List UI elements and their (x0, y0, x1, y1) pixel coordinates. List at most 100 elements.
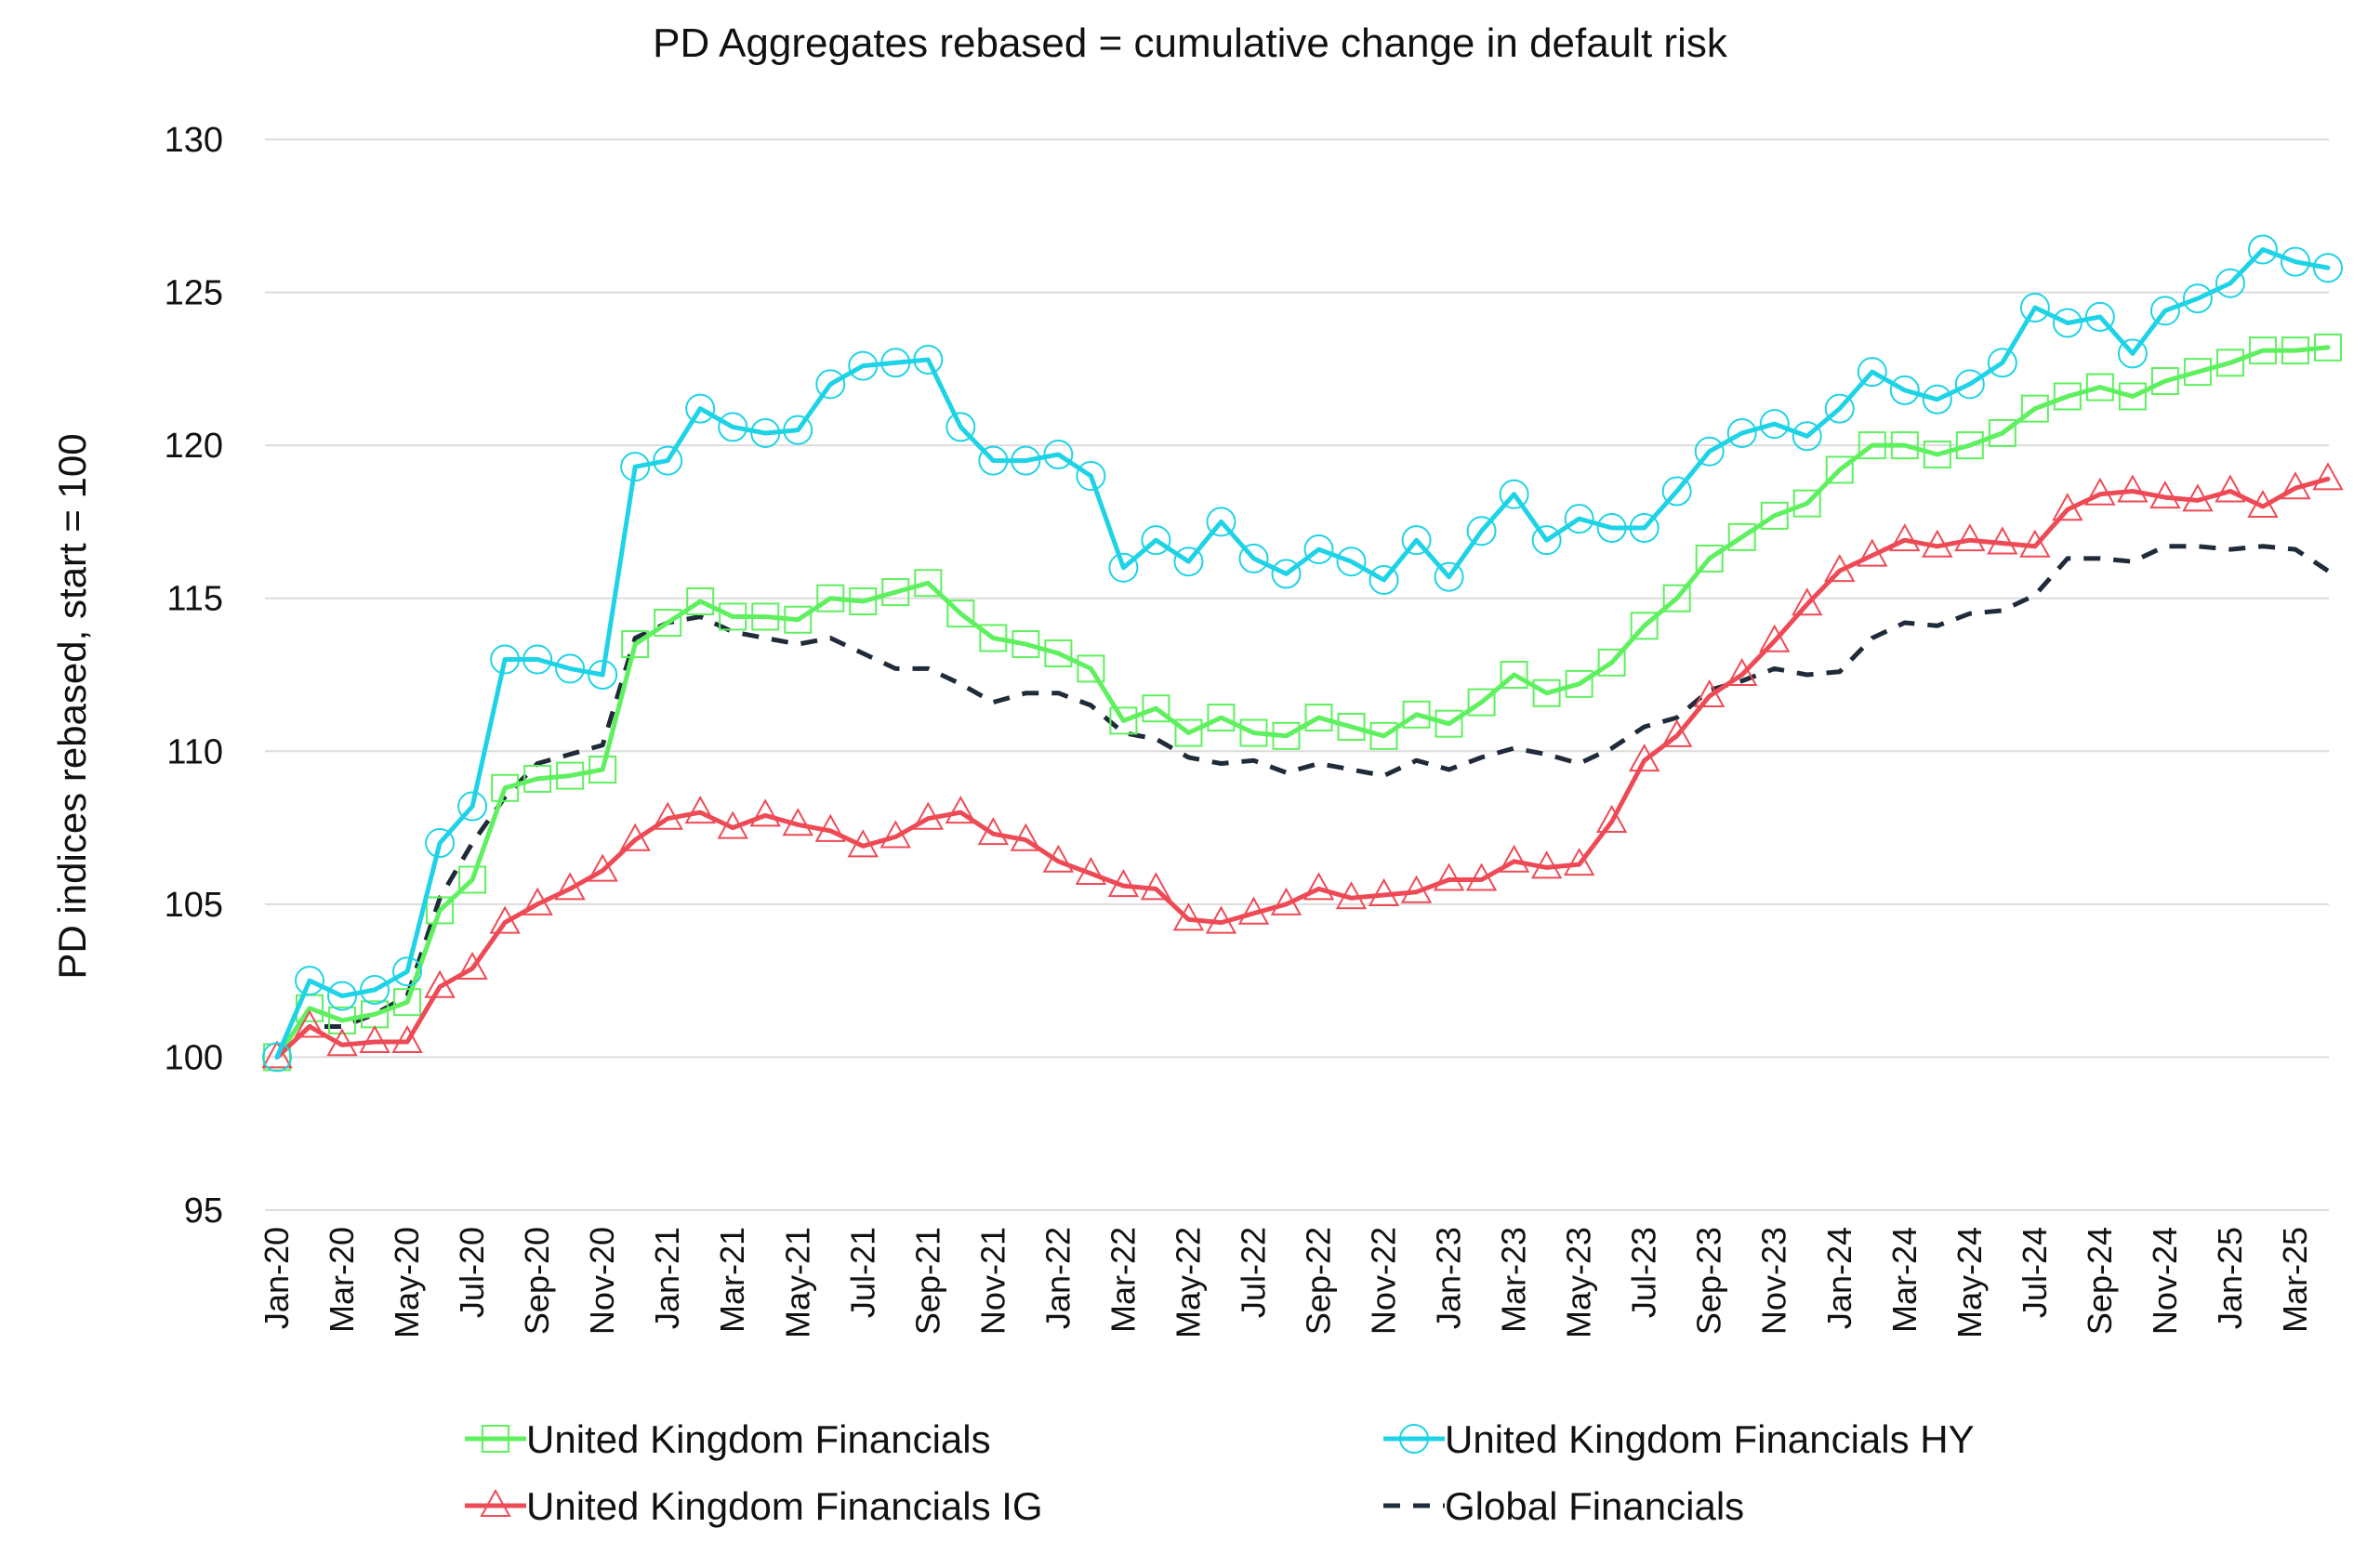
x-tick-label: Nov-23 (1755, 1227, 1793, 1335)
data-point-united-kingdom-financials-hy (295, 966, 325, 996)
data-point-united-kingdom-financials-ig (684, 796, 716, 824)
data-point-united-kingdom-financials-ig (1922, 529, 1953, 558)
data-point-united-kingdom-financials (2118, 382, 2147, 411)
data-point-united-kingdom-financials-ig (1857, 538, 1888, 567)
data-point-united-kingdom-financials-hy (815, 369, 846, 400)
data-point-united-kingdom-financials-ig (1465, 863, 1498, 891)
data-point-united-kingdom-financials (914, 569, 943, 598)
data-point-united-kingdom-financials-ig (1889, 523, 1921, 552)
data-point-united-kingdom-financials (1727, 522, 1756, 551)
data-point-united-kingdom-financials-hy (1368, 564, 1399, 595)
data-point-united-kingdom-financials-hy (783, 415, 813, 445)
data-point-united-kingdom-financials (1695, 544, 1724, 573)
data-point-united-kingdom-financials (1369, 721, 1398, 750)
series-line-united-kingdom-financials (274, 345, 2331, 1060)
data-point-united-kingdom-financials (426, 896, 455, 925)
data-point-united-kingdom-financials-hy (262, 1042, 292, 1073)
data-point-united-kingdom-financials-hy (1889, 375, 1920, 405)
data-point-united-kingdom-financials-ig (1759, 624, 1791, 652)
y-tick-label: 125 (165, 274, 223, 313)
series-united-kingdom-financials-hy (262, 234, 2343, 1073)
x-tick-label: Nov-22 (1365, 1227, 1403, 1335)
legend-label: United Kingdom Financials (526, 1417, 991, 1461)
data-point-united-kingdom-financials (881, 578, 910, 607)
data-point-united-kingdom-financials-hy (1499, 479, 1529, 509)
data-point-united-kingdom-financials-hy (1141, 525, 1171, 556)
y-axis-ticks: 95 100 105 110 115 120 125 130 (165, 121, 223, 1231)
data-point-united-kingdom-financials-hy (457, 791, 488, 822)
data-point-united-kingdom-financials-hy (1401, 525, 1432, 556)
data-point-united-kingdom-financials-ig (424, 969, 456, 998)
data-point-united-kingdom-financials-hy (880, 348, 911, 378)
data-point-united-kingdom-financials-hy (978, 445, 1009, 476)
series-line-global-financials (275, 544, 2330, 1060)
data-point-united-kingdom-financials-ig (1107, 869, 1140, 898)
data-point-united-kingdom-financials (1630, 612, 1659, 640)
data-point-united-kingdom-financials (719, 602, 747, 631)
legend-label: United Kingdom Financials IG (526, 1484, 1043, 1528)
x-tick-label: Sep-22 (1300, 1227, 1338, 1335)
data-point-united-kingdom-financials-hy (1857, 357, 1887, 388)
data-point-united-kingdom-financials (1858, 431, 1886, 460)
data-point-united-kingdom-financials-ig (2247, 489, 2279, 518)
data-point-united-kingdom-financials (2314, 333, 2342, 362)
y-tick-label: 120 (165, 427, 223, 466)
data-point-united-kingdom-financials-ig (587, 853, 618, 882)
data-point-united-kingdom-financials-ig (1824, 554, 1856, 583)
data-point-united-kingdom-financials (2053, 382, 2082, 411)
data-point-united-kingdom-financials-ig (1628, 744, 1660, 772)
legend-label: United Kingdom Financials HY (1445, 1417, 1975, 1461)
y-tick-label: 95 (184, 1192, 223, 1231)
series-lines (261, 234, 2344, 1073)
data-point-united-kingdom-financials (1174, 718, 1203, 747)
data-point-united-kingdom-financials-ig (879, 820, 912, 849)
data-point-united-kingdom-financials (1825, 455, 1854, 484)
legend-item: Global Financials (1383, 1484, 1744, 1528)
data-point-united-kingdom-financials-ig (1563, 848, 1595, 876)
x-tick-label: Mar-22 (1104, 1227, 1142, 1333)
data-point-united-kingdom-financials (979, 624, 1008, 652)
data-point-united-kingdom-financials (588, 756, 617, 784)
data-point-united-kingdom-financials-ig (847, 829, 879, 858)
data-point-united-kingdom-financials (621, 630, 650, 659)
legend-marker (1399, 1424, 1429, 1454)
data-point-united-kingdom-financials-hy (1824, 393, 1855, 424)
data-point-united-kingdom-financials-ig (2019, 529, 2051, 558)
x-tick-label: Jul-21 (843, 1227, 881, 1318)
x-tick-label: Jul-24 (2016, 1227, 2054, 1318)
data-point-united-kingdom-financials-hy (1271, 559, 1302, 589)
data-point-united-kingdom-financials-hy (522, 644, 553, 675)
data-point-united-kingdom-financials-hy (2182, 283, 2213, 314)
x-tick-label: Jan-24 (1820, 1227, 1858, 1329)
data-point-united-kingdom-financials-hy (1076, 461, 1106, 492)
data-point-united-kingdom-financials (1565, 669, 1593, 698)
y-tick-label: 100 (165, 1038, 223, 1077)
data-point-united-kingdom-financials-ig (1075, 856, 1107, 885)
data-point-united-kingdom-financials-ig (814, 813, 846, 842)
data-point-united-kingdom-financials (751, 602, 780, 631)
data-point-united-kingdom-financials (2020, 394, 2049, 423)
data-point-united-kingdom-financials-hy (392, 956, 423, 987)
data-point-united-kingdom-financials-hy (2117, 338, 2148, 369)
x-tick-label: Mar-21 (713, 1227, 751, 1333)
data-point-united-kingdom-financials-hy (1466, 516, 1497, 547)
data-point-united-kingdom-financials (1500, 661, 1528, 689)
x-tick-label: May-21 (778, 1227, 816, 1338)
data-point-united-kingdom-financials-ig (1010, 823, 1042, 851)
data-point-united-kingdom-financials (2183, 358, 2212, 387)
data-point-united-kingdom-financials-ig (1335, 881, 1368, 910)
data-point-united-kingdom-financials-ig (1987, 526, 2018, 555)
y-tick-label: 130 (165, 121, 223, 160)
data-point-united-kingdom-financials-hy (1726, 417, 1757, 448)
data-point-united-kingdom-financials-hy (1629, 513, 1659, 544)
data-point-united-kingdom-financials-hy (685, 393, 716, 424)
data-point-united-kingdom-financials (849, 587, 878, 616)
x-axis-ticks: Jan-20 Mar-20 May-20 Jul-20 Sep-20 Nov-20 Jan-… (258, 1227, 2314, 1338)
data-point-united-kingdom-financials-hy (1954, 369, 1985, 400)
data-point-united-kingdom-financials-ig (652, 801, 683, 830)
data-point-united-kingdom-financials-ig (1595, 804, 1628, 833)
data-point-united-kingdom-financials-hy (2313, 253, 2343, 283)
x-tick-label: Jan-22 (1038, 1227, 1077, 1329)
data-point-united-kingdom-financials (458, 865, 487, 894)
data-point-united-kingdom-financials (1532, 678, 1561, 707)
